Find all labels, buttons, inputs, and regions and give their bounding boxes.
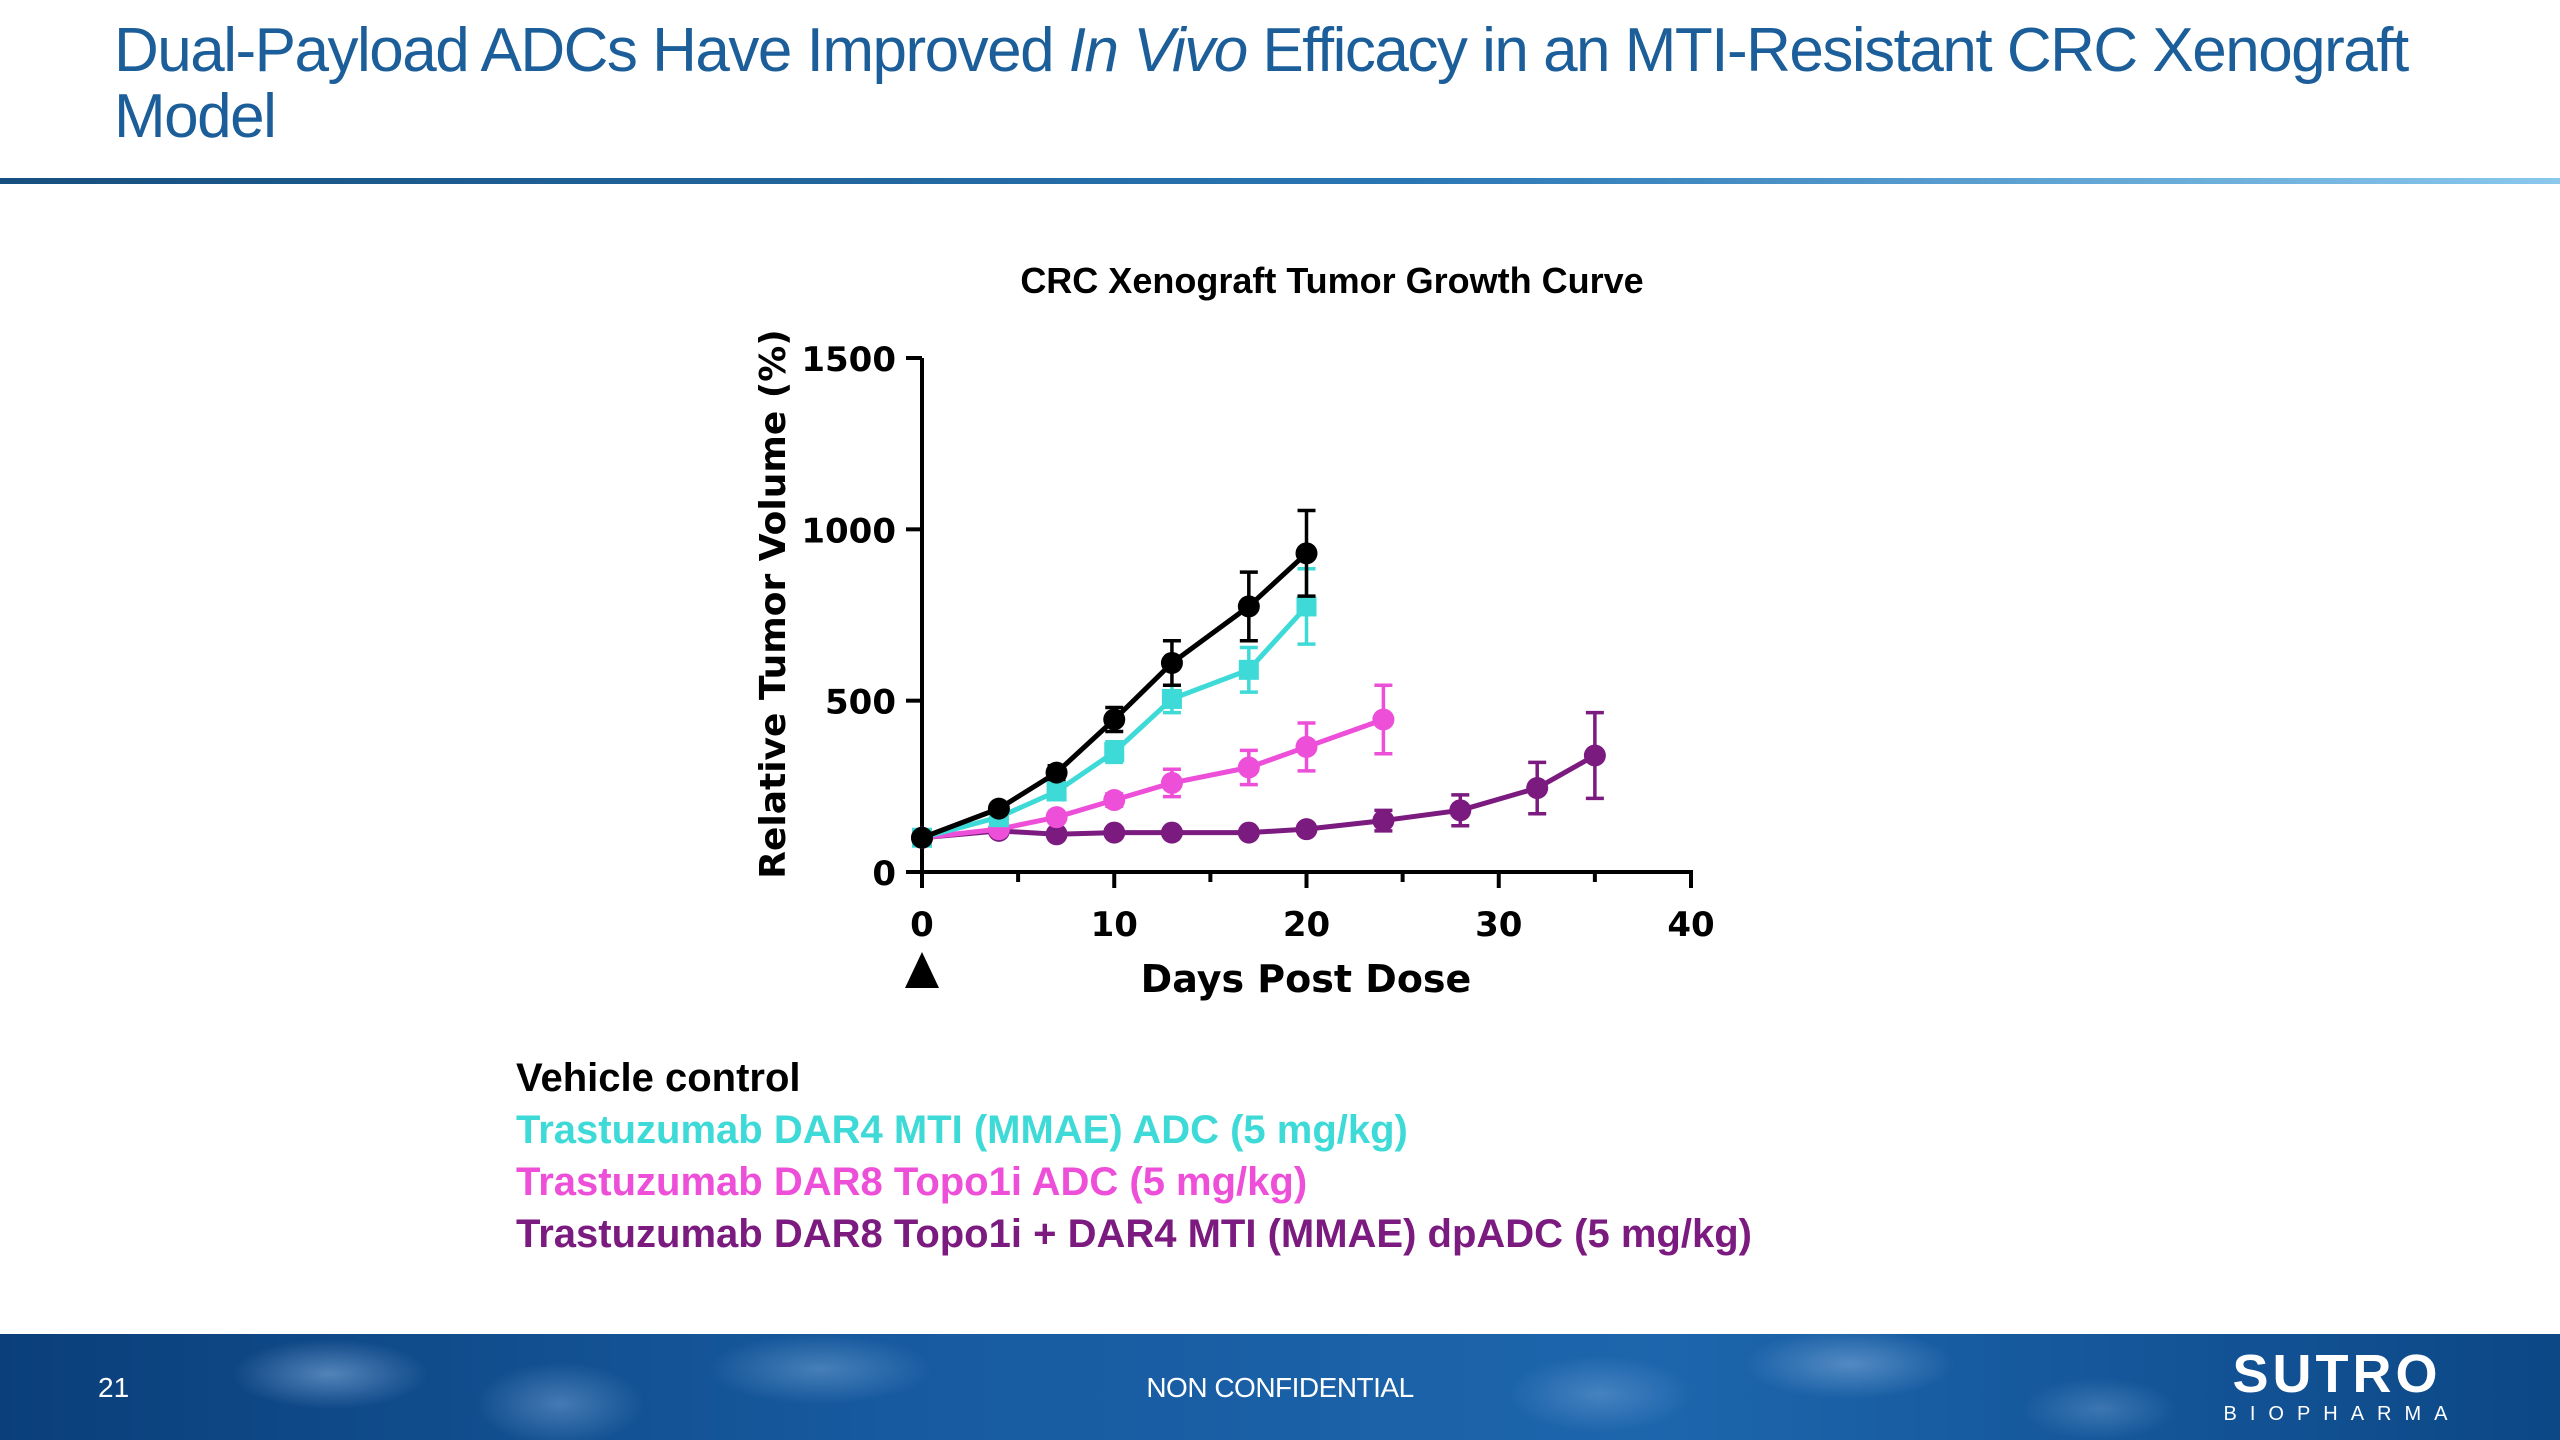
x-tick-label-20: 20: [1283, 905, 1330, 945]
x-tick-label-30: 30: [1475, 905, 1522, 945]
data-point: [1295, 735, 1318, 758]
data-point: [1237, 821, 1260, 844]
series-3: [911, 710, 1606, 849]
data-point: [1045, 806, 1068, 829]
chart-title: CRC Xenograft Tumor Growth Curve: [1020, 260, 1643, 301]
data-point: [1237, 595, 1260, 618]
data-point: [1583, 744, 1606, 767]
data-point: [1104, 742, 1125, 763]
dosing-arrow-icon: [905, 952, 939, 988]
title-part-1: Dual-Payload ADCs Have Improved: [114, 16, 1069, 85]
legend-entry-dpadc: Trastuzumab DAR8 Topo1i + DAR4 MTI (MMAE…: [516, 1212, 1752, 1256]
data-point: [1237, 756, 1260, 779]
data-point: [1160, 771, 1183, 794]
title-divider: [0, 178, 2560, 184]
data-point: [1103, 789, 1126, 812]
series-2: [911, 683, 1395, 849]
data-point: [1526, 777, 1549, 800]
data-point: [1238, 659, 1259, 680]
chart-legend: Vehicle control Trastuzumab DAR4 MTI (MM…: [516, 1052, 1752, 1260]
data-point: [911, 826, 933, 849]
confidentiality-label: NON CONFIDENTIAL: [1146, 1372, 1414, 1403]
legend-entry-mti-adc: Trastuzumab DAR4 MTI (MMAE) ADC (5 mg/kg…: [516, 1108, 1408, 1152]
data-point: [1295, 818, 1318, 841]
data-point: [1045, 761, 1068, 784]
x-axis-label: Days Post Dose: [1141, 957, 1472, 1001]
data-point: [1103, 821, 1126, 844]
footer-bar: 21 NON CONFIDENTIAL SUTRO BIOPHARMA: [0, 1334, 2560, 1440]
series-0: [911, 508, 1318, 849]
data-point: [1160, 821, 1183, 844]
data-point: [1296, 596, 1317, 617]
logo-wordmark: SUTRO: [2232, 1344, 2442, 1404]
legend-entry-vehicle: Vehicle control: [516, 1056, 801, 1100]
y-axis-label: Relative Tumor Volume (%): [753, 329, 794, 879]
x-tick-label-10: 10: [1091, 905, 1138, 945]
company-logo: SUTRO BIOPHARMA: [2192, 1346, 2482, 1426]
x-tick-label-0: 0: [910, 905, 934, 945]
page-number: 21: [98, 1372, 130, 1403]
data-point: [1449, 799, 1472, 822]
legend-entry-topo1i-adc: Trastuzumab DAR8 Topo1i ADC (5 mg/kg): [516, 1160, 1308, 1204]
data-point: [1372, 708, 1395, 731]
data-point: [1372, 809, 1395, 832]
data-point: [1045, 823, 1068, 846]
chart-axes: 0 500 1000 1500 0 10 20 30 40: [801, 340, 1715, 988]
data-point: [987, 797, 1010, 820]
logo-subtitle: BIOPHARMA: [2223, 1403, 2461, 1425]
data-point: [1160, 651, 1183, 674]
x-tick-label-40: 40: [1667, 905, 1714, 945]
data-point: [1046, 781, 1067, 802]
title-italic-part: In Vivo: [1068, 16, 1248, 85]
y-tick-label-500: 500: [825, 683, 896, 723]
data-point: [1161, 688, 1182, 709]
data-point: [1295, 542, 1318, 565]
y-tick-label-1000: 1000: [801, 511, 896, 551]
y-tick-label-0: 0: [872, 854, 896, 894]
chart-plot-area: [911, 508, 1606, 849]
data-point: [1103, 708, 1126, 731]
title-part-2: Efficacy in an MTI-Resistant CRC Xenogra…: [114, 16, 2409, 151]
slide-title: Dual-Payload ADCs Have Improved In Vivo …: [114, 18, 2534, 150]
y-tick-label-1500: 1500: [801, 340, 896, 380]
